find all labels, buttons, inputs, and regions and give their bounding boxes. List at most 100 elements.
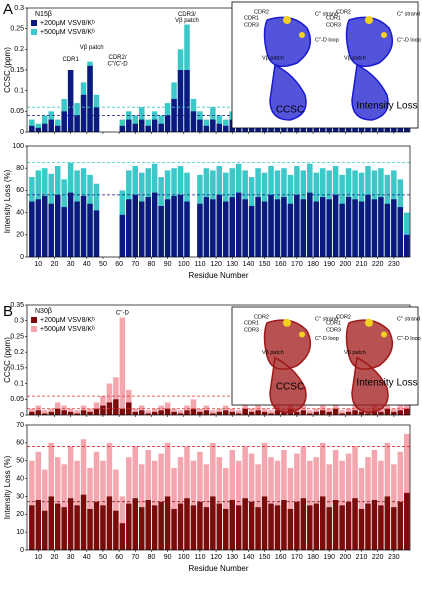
y-tick-label: 0.25	[10, 26, 24, 33]
inset-label: C'' strand	[315, 316, 338, 322]
inset-title: Intensity Loss	[356, 378, 417, 389]
bar	[216, 123, 223, 132]
y-axis-label: Intensity Loss (%)	[3, 169, 12, 233]
bar	[203, 197, 210, 257]
bar	[358, 508, 365, 550]
bar	[339, 203, 345, 257]
bar	[397, 410, 404, 415]
inset-label: CDR3	[244, 22, 259, 28]
bar	[190, 399, 197, 415]
bar	[119, 125, 126, 132]
bar	[67, 411, 74, 415]
bar	[242, 125, 248, 132]
legend-label: +500μM VSV8/Kᵇ	[40, 326, 95, 333]
bar	[242, 498, 248, 550]
bar	[326, 507, 332, 550]
bar	[268, 503, 274, 550]
bar	[87, 411, 93, 415]
inset-label: Vβ patch	[344, 55, 366, 61]
y-tick-label: 0.3	[14, 318, 24, 325]
y-tick-label: 80	[16, 165, 24, 172]
x-tick-label: 10	[34, 554, 42, 561]
bar	[378, 125, 384, 132]
y-tick-label: 60	[16, 187, 24, 194]
bar	[151, 192, 158, 257]
bar	[345, 197, 352, 257]
bar	[229, 500, 235, 550]
y-tick-label: 0	[20, 412, 24, 419]
bar	[404, 396, 410, 415]
bar	[151, 119, 158, 132]
legend-label: +200μM VSV8/Kᵇ	[40, 20, 95, 27]
panel-label: B	[3, 303, 13, 320]
plot-frame	[26, 424, 411, 551]
y-tick-label: 0	[20, 547, 24, 554]
bar	[339, 413, 345, 415]
bar	[126, 457, 132, 550]
bar	[93, 107, 100, 132]
x-tick-label: 120	[210, 261, 222, 268]
legend-label: +500μM VSV8/Kᵇ	[40, 29, 95, 36]
inset-label: CDR3	[326, 327, 341, 333]
bar	[126, 119, 132, 132]
bar	[287, 203, 294, 257]
bar	[397, 451, 404, 550]
x-tick-label: 190	[323, 261, 335, 268]
bar	[158, 123, 164, 132]
bar	[313, 503, 320, 550]
bar	[158, 410, 164, 415]
bar	[384, 203, 391, 257]
bar	[268, 457, 274, 550]
highlight	[299, 331, 305, 338]
annotation: C''-D	[116, 310, 130, 316]
y-tick-label: 30	[16, 493, 24, 500]
bar	[113, 510, 119, 550]
bar	[313, 201, 320, 257]
bar	[326, 411, 332, 415]
y-tick-label: 0	[20, 254, 24, 261]
y-tick-label: 0.25	[10, 333, 24, 340]
bar	[255, 410, 261, 415]
y-tick-label: 40	[16, 209, 24, 216]
x-tick-label: 220	[372, 261, 384, 268]
annotation: CDR2/	[108, 55, 126, 61]
y-tick-label: 0.1	[14, 88, 24, 95]
bar	[281, 500, 287, 550]
bar	[119, 214, 126, 257]
bar	[210, 496, 216, 550]
bar	[404, 234, 410, 257]
bar	[164, 199, 171, 257]
bar	[223, 201, 229, 257]
x-tick-label: 40	[83, 261, 91, 268]
bar	[74, 201, 80, 257]
bar	[248, 127, 255, 132]
x-tick-label: 50	[99, 554, 107, 561]
bar	[138, 507, 145, 550]
y-tick-label: 0.05	[10, 108, 24, 115]
bar	[61, 410, 67, 415]
bar	[294, 194, 300, 257]
x-tick-label: 20	[51, 261, 59, 268]
bar	[274, 125, 281, 132]
x-tick-label: 50	[99, 261, 107, 268]
bar	[29, 201, 35, 257]
bar	[216, 457, 223, 550]
bar	[61, 507, 67, 550]
protein-ribbon	[263, 319, 312, 414]
bar	[126, 199, 132, 257]
bar	[113, 399, 119, 415]
bar	[365, 194, 371, 257]
bar	[138, 119, 145, 132]
bar	[307, 413, 313, 415]
bar	[87, 508, 93, 550]
bar	[48, 411, 54, 415]
bar	[119, 408, 126, 415]
y-tick-label: 40	[16, 475, 24, 482]
annotation: Vβ patch	[175, 18, 199, 24]
inset-title: CCSC	[276, 382, 304, 393]
bar	[313, 127, 320, 132]
bar	[171, 411, 177, 415]
bar	[100, 505, 106, 550]
bar	[358, 411, 365, 415]
y-tick-label: 0.15	[10, 67, 24, 74]
